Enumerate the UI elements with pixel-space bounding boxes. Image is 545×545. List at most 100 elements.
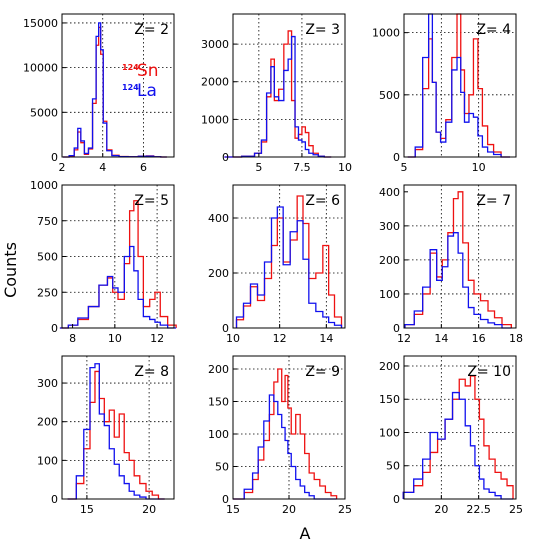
y-tick-label: 400 (379, 186, 400, 199)
panel-z7: 12 14 16 18 0 100 200 300 400 Z= 7 (379, 184, 523, 345)
y-tick-label: 100 (208, 428, 229, 441)
series-line-sn (233, 368, 338, 500)
y-tick-label: 150 (208, 396, 229, 409)
y-tick-label: 200 (208, 267, 229, 280)
y-tick-label: 100 (37, 454, 58, 467)
panel-title: Z= 5 (134, 193, 169, 209)
y-tick-label: 50 (386, 460, 400, 473)
x-tick-label: 4 (99, 161, 106, 174)
y-tick-label: 200 (37, 416, 58, 429)
y-tick-label: 300 (37, 377, 58, 390)
legend-entry-la: La (137, 81, 157, 101)
series-line-la (235, 206, 343, 328)
y-tick-label: 500 (37, 251, 58, 264)
x-tick-label: 15 (80, 503, 94, 516)
series-line-la (67, 363, 165, 500)
x-tick-label: 2 (59, 161, 66, 174)
y-tick-label: 0 (222, 151, 229, 164)
y-tick-label: 1000 (30, 179, 58, 192)
y-tick-label: 250 (37, 286, 58, 299)
y-tick-label: 0 (393, 151, 400, 164)
series-line-la (404, 232, 512, 329)
x-tick-label: 20 (434, 503, 448, 516)
x-tick-label: 20 (142, 503, 156, 516)
x-tick-label: 5 (401, 161, 408, 174)
x-tick-label: 22.5 (466, 503, 491, 516)
x-tick-label: 14 (319, 332, 333, 345)
x-tick-label: 7.5 (293, 161, 311, 174)
plot-frame (232, 184, 346, 329)
plot-frame (403, 184, 517, 329)
x-tick-label: 20 (282, 503, 296, 516)
y-tick-label: 200 (379, 254, 400, 267)
legend-isotope-mass: 124 (122, 83, 139, 92)
y-tick-label: 100 (379, 426, 400, 439)
x-tick-label: 18 (509, 332, 523, 345)
x-tick-label: 5 (255, 161, 262, 174)
panel-title: Z= 4 (476, 22, 511, 38)
series-line-sn (402, 375, 514, 499)
x-tick-label: 15 (226, 503, 240, 516)
x-tick-label: 16 (472, 332, 486, 345)
x-tick-label: 12 (150, 332, 164, 345)
y-tick-label: 400 (208, 212, 229, 225)
y-tick-label: 1000 (372, 27, 400, 40)
series-line-la (224, 35, 332, 158)
x-tick-label: 8 (69, 332, 76, 345)
panel-title: Z= 8 (134, 364, 169, 380)
panel-z4: 5 10 0 500 1000 Z= 4 (372, 13, 517, 174)
y-tick-label: 3000 (201, 38, 229, 51)
y-tick-label: 750 (37, 215, 58, 228)
x-tick-label: 25 (338, 503, 352, 516)
panel-title: Z= 7 (476, 193, 511, 209)
y-tick-label: 200 (379, 360, 400, 373)
x-tick-label: 25 (509, 503, 523, 516)
series-line-la (59, 245, 177, 329)
y-tick-label: 50 (215, 461, 229, 474)
y-tick-label: 2000 (201, 76, 229, 89)
series-line-sn (59, 200, 177, 329)
series-line-la (233, 394, 337, 500)
plot-frame (61, 355, 175, 500)
panel-title: Z= 3 (305, 22, 340, 38)
series-line-la (63, 22, 167, 158)
x-tick-label: 10 (226, 332, 240, 345)
panel-z9: 15 20 25 0 50 100 150 200 Z= 9 (208, 355, 352, 516)
y-tick-label: 0 (222, 322, 229, 335)
y-tick-label: 100 (379, 288, 400, 301)
legend-entry-sn: Sn (137, 61, 159, 81)
y-tick-label: 1000 (201, 113, 229, 126)
panel-z5: 8 10 12 0 250 500 750 1000 Z= 5 (30, 179, 177, 345)
x-tick-label: 6 (140, 161, 147, 174)
legend-isotope-mass: 124 (122, 63, 139, 72)
series-line-la (402, 391, 514, 500)
x-tick-label: 10 (108, 332, 122, 345)
panel-z3: 5 7.5 10 0 1000 2000 3000 Z= 3 (201, 13, 352, 174)
panel-title: Z= 9 (305, 364, 340, 380)
y-tick-label: 0 (51, 322, 58, 335)
panel-title: Z= 2 (134, 22, 169, 38)
panel-title: Z= 6 (305, 193, 340, 209)
panel-z6: 10 12 14 0 200 400 Z= 6 (208, 184, 346, 345)
x-tick-label: 10 (338, 161, 352, 174)
y-tick-label: 0 (393, 322, 400, 335)
series-line-sn (224, 30, 332, 158)
plot-frame (403, 13, 517, 158)
x-tick-label: 14 (434, 332, 448, 345)
series-line-sn (404, 191, 512, 328)
y-tick-label: 150 (379, 393, 400, 406)
panel-z10: 20 22.5 25 0 50 100 150 200 Z= 10 (379, 355, 523, 516)
y-tick-label: 0 (393, 493, 400, 506)
plot-frame (232, 13, 346, 158)
series-line-sn (235, 195, 343, 328)
y-tick-label: 500 (379, 89, 400, 102)
x-tick-label: 12 (397, 332, 411, 345)
y-tick-label: 0 (222, 493, 229, 506)
plot-frame (403, 355, 517, 500)
panel-title: Z= 10 (467, 364, 511, 380)
y-tick-label: 5000 (30, 106, 58, 119)
y-tick-label: 10000 (23, 62, 58, 75)
x-tick-label: 12 (273, 332, 287, 345)
